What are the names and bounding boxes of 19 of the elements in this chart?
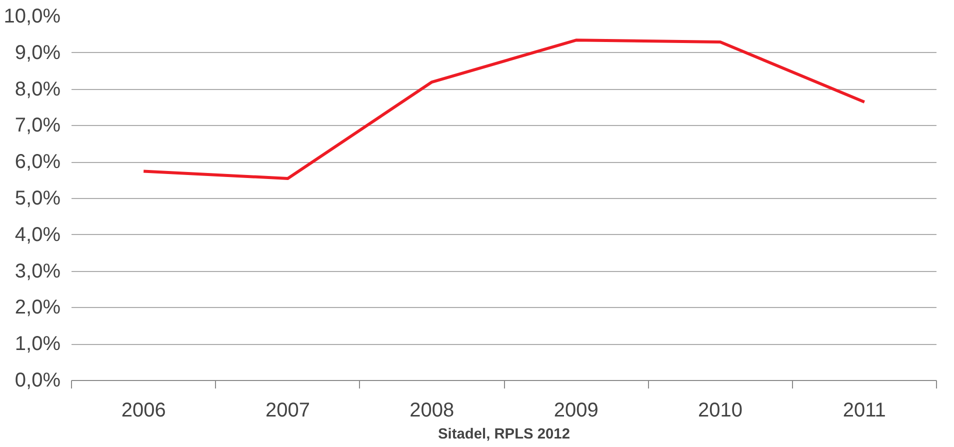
text: Sitadel, RPLS 2012 bbox=[438, 426, 570, 442]
y-tick-label: 8,0% bbox=[14, 78, 61, 100]
y-tick-label: 5,0% bbox=[14, 188, 61, 210]
x-tick-label: 2007 bbox=[266, 400, 310, 422]
y-tick-label: 9,0% bbox=[14, 42, 61, 64]
y-tick-label: 3,0% bbox=[14, 260, 61, 282]
x-tick-label: 2010 bbox=[698, 400, 743, 422]
y-tick-label: 0,0% bbox=[14, 370, 61, 392]
x-tick-label: 2011 bbox=[842, 400, 886, 422]
y-tick-label: 4,0% bbox=[14, 224, 61, 246]
x-tick-label: 2008 bbox=[410, 400, 454, 422]
y-tick-label: 10,0% bbox=[4, 6, 61, 28]
y-tick-label: 6,0% bbox=[14, 151, 61, 174]
x-tick-label: 2009 bbox=[554, 400, 598, 422]
y-tick-label: 2,0% bbox=[14, 296, 61, 319]
x-tick-label: 2006 bbox=[121, 400, 166, 422]
y-tick-label: 7,0% bbox=[14, 114, 61, 137]
line-series bbox=[142, 38, 866, 180]
y-tick-label: 1,0% bbox=[14, 333, 61, 356]
